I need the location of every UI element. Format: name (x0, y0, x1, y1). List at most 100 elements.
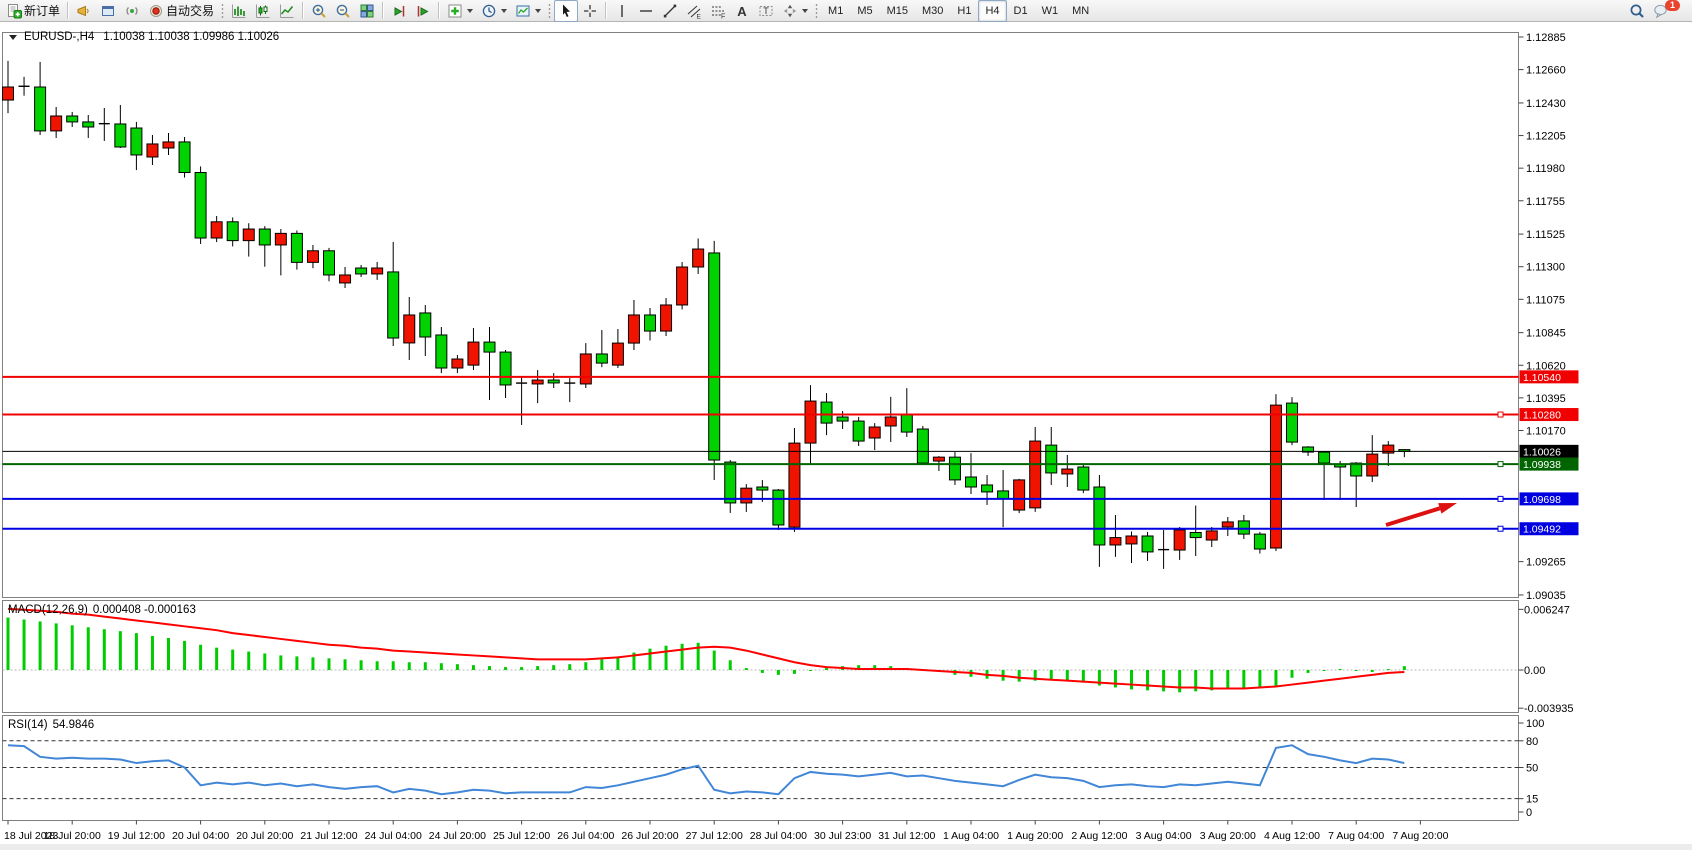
candle-body (1141, 535, 1154, 553)
candle-body (644, 314, 656, 332)
price-tick-label: 1.11755 (1526, 196, 1565, 208)
time-label: 24 Jul 04:00 (365, 830, 422, 842)
hline-handle[interactable] (1497, 411, 1504, 418)
candle-body (836, 416, 849, 422)
zoom-in-button[interactable] (307, 0, 331, 22)
hline-handle[interactable] (1497, 461, 1504, 468)
alerts-button[interactable] (72, 0, 96, 22)
trendline-button[interactable] (658, 0, 682, 22)
candle-body (274, 232, 287, 246)
bar-chart-button[interactable] (227, 0, 251, 22)
hline-handle[interactable] (1497, 525, 1504, 532)
candle-body (1205, 530, 1218, 541)
shapes-icon (783, 4, 797, 17)
time-label: 1 Aug 20:00 (1007, 830, 1063, 842)
candle-body (932, 456, 945, 462)
chart-symbol-label: EURUSD-,H4 (24, 31, 95, 43)
chevron-down-icon[interactable] (501, 8, 508, 13)
macd-signal-line (7, 607, 1405, 690)
toolbar-separator (605, 2, 608, 19)
timeframe-d1-button[interactable]: D1 (1013, 4, 1028, 17)
crosshair-button[interactable] (578, 0, 602, 22)
arrow-annotation[interactable] (1385, 506, 1441, 527)
arrow-annotation-head[interactable] (1438, 503, 1457, 514)
line-chart-button[interactable] (275, 0, 299, 22)
price-tick-label: 1.12885 (1526, 32, 1566, 44)
candle-body (611, 342, 624, 366)
auto-trading-button[interactable]: 自动交易 (144, 0, 218, 22)
candle-body (1029, 440, 1042, 509)
candle-body (740, 487, 753, 504)
tile-windows-button[interactable] (355, 0, 379, 22)
label-icon: T (759, 5, 773, 16)
chart-shift-button[interactable] (387, 0, 411, 22)
market-window-button[interactable] (96, 0, 120, 22)
candle-body (210, 221, 223, 239)
timeframe-mn-button[interactable]: MN (1072, 4, 1090, 17)
price-tick-label: 1.11980 (1526, 163, 1565, 175)
text-button[interactable]: A (730, 0, 754, 22)
time-label: 21 Jul 12:00 (300, 830, 357, 842)
candle-body (1189, 532, 1202, 539)
chevron-down-icon[interactable] (802, 8, 809, 13)
label-button[interactable]: T (754, 0, 778, 22)
timeframe-h4-button[interactable]: H4 (978, 0, 1007, 22)
candles-icon (256, 4, 270, 18)
candle-body (1173, 529, 1186, 551)
price-tick-label: 1.09035 (1526, 590, 1566, 602)
price-tick-label: 1.10620 (1526, 360, 1566, 372)
channel-icon: E (687, 5, 702, 19)
candle-body (306, 250, 319, 263)
candle-body (483, 341, 496, 353)
timeframe-m1-button[interactable]: M1 (828, 4, 844, 17)
candle-body (1302, 446, 1315, 453)
candle-body (1350, 462, 1363, 477)
search-button[interactable] (1625, 0, 1649, 22)
templates-button[interactable] (511, 0, 545, 22)
indicators-button[interactable] (443, 0, 477, 22)
price-label-box (1519, 370, 1579, 384)
channel-button[interactable]: E (682, 0, 706, 22)
candle-body (1221, 521, 1234, 528)
time-label: 18 Jul 20:00 (44, 830, 101, 842)
timeframe-h1-button[interactable]: H1 (957, 4, 972, 17)
notifications-button[interactable]: 1 (1649, 0, 1690, 22)
hline-button[interactable] (634, 0, 658, 22)
price-tick-label: 1.10395 (1526, 393, 1566, 405)
timeframe-w1-button[interactable]: W1 (1041, 4, 1059, 17)
bars-icon (232, 4, 246, 18)
arrows-button[interactable] (778, 0, 812, 22)
time-label: 3 Aug 20:00 (1200, 830, 1256, 842)
candle-body (1237, 520, 1250, 535)
chevron-down-icon[interactable] (467, 8, 474, 13)
time-label: 2 Aug 12:00 (1071, 830, 1127, 842)
fibonacci-button[interactable]: F (706, 0, 730, 22)
toolbar-grip (548, 2, 552, 19)
signals-button[interactable] (120, 0, 144, 22)
chevron-down-icon[interactable] (535, 8, 542, 13)
price-label-text: 1.09698 (1523, 494, 1561, 506)
cursor-icon (563, 4, 571, 17)
price-tick-label: 1.12660 (1526, 65, 1566, 77)
trendline-icon (663, 4, 677, 17)
vline-button[interactable] (610, 0, 634, 22)
timeframe-m15-button[interactable]: M15 (886, 4, 908, 17)
candle-body (579, 353, 592, 385)
collapse-panel-icon[interactable] (9, 35, 17, 40)
timeframe-m5-button[interactable]: M5 (857, 4, 873, 17)
main-plot-area[interactable] (2, 32, 1519, 598)
periods-button[interactable] (477, 0, 511, 22)
hline-handle[interactable] (1497, 495, 1504, 502)
macd-panel[interactable] (2, 600, 1519, 713)
new-order-button[interactable]: 新订单 (2, 0, 64, 22)
auto-scroll-button[interactable] (411, 0, 435, 22)
rsi-tick-label: 15 (1526, 794, 1538, 806)
candle-chart-button[interactable] (251, 0, 275, 22)
price-label-box (1519, 408, 1579, 422)
cursor-button[interactable] (554, 0, 579, 22)
price-tick-label: 1.11075 (1526, 294, 1565, 306)
timeframe-m30-button[interactable]: M30 (922, 4, 944, 17)
zoom-out-button[interactable] (331, 0, 355, 22)
time-label: 7 Aug 04:00 (1328, 830, 1384, 842)
candle-body (660, 304, 673, 332)
